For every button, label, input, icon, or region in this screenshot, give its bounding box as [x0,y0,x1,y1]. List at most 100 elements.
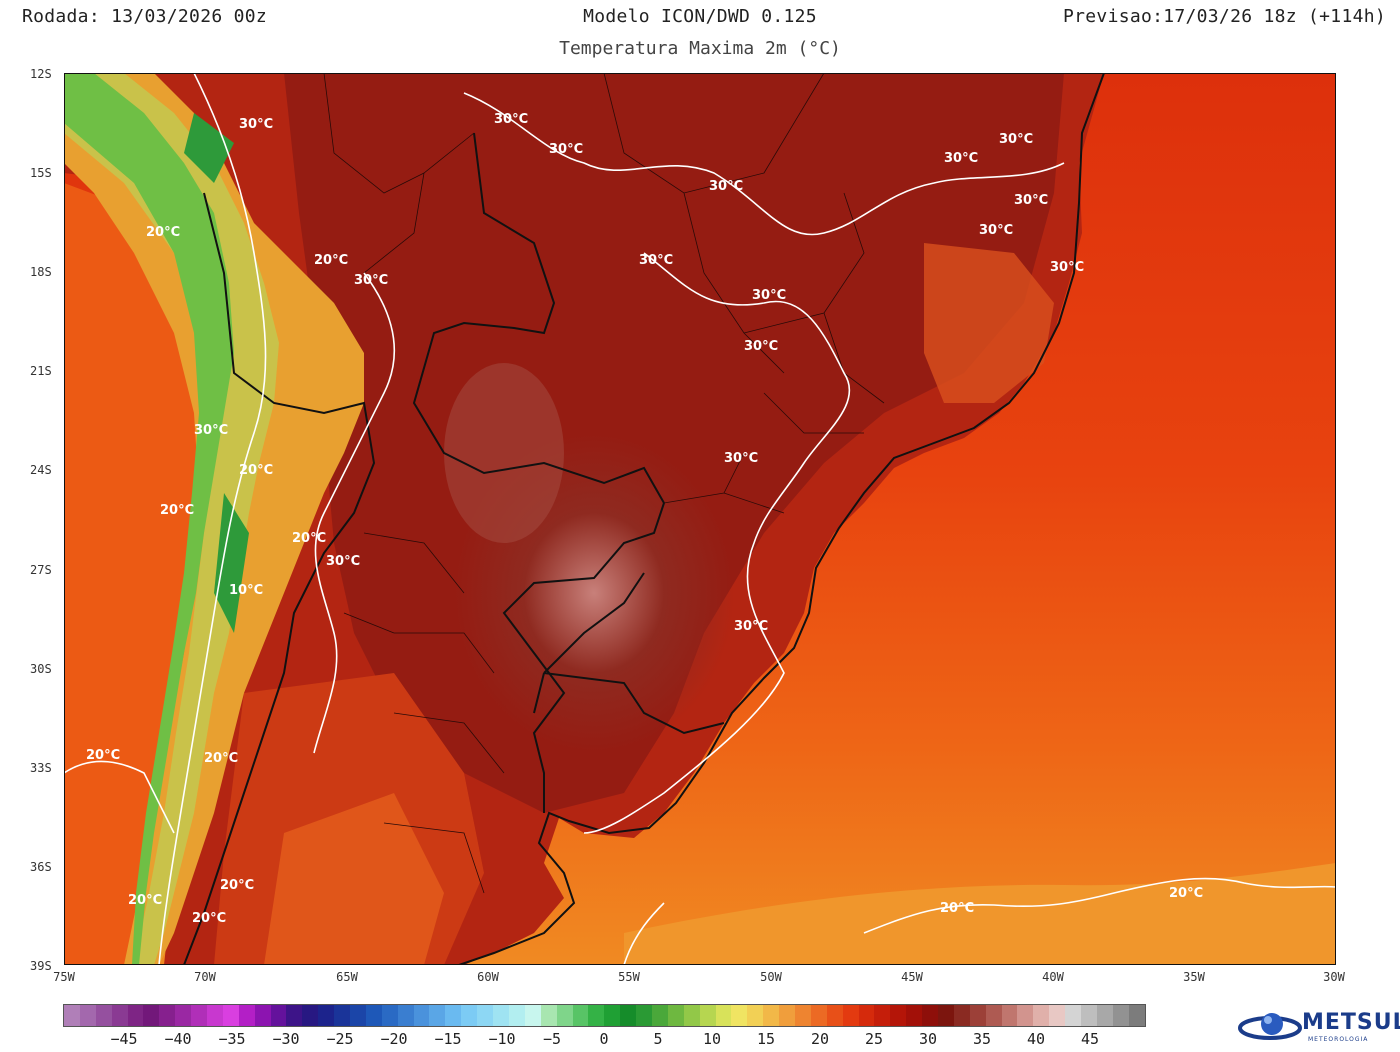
isotherm-label-20-g: 20°C [204,751,238,766]
isotherm-label-20-h: 20°C [220,878,254,893]
colorbar-swatch [1081,1005,1097,1026]
colorbar-swatch [397,1005,414,1026]
colorbar-label: 5 [653,1030,663,1048]
isotherm-label-30-p: 30°C [326,554,360,569]
isotherm-label-30-m: 30°C [744,339,778,354]
colorbar-swatch [651,1005,668,1026]
colorbar-swatch [763,1005,780,1026]
run-time-label: Rodada: 13/03/2026 00z [22,6,268,27]
isotherm-label-30-j: 30°C [639,253,673,268]
colorbar-swatch [890,1005,907,1026]
logo-wordmark: METSUL [1302,1010,1400,1035]
colorbar-label: −25 [326,1030,354,1048]
isotherm-label-20-c: 20°C [239,463,273,478]
colorbar-label: 0 [599,1030,609,1048]
colorbar-swatch [731,1005,748,1026]
colorbar-swatch [79,1005,96,1026]
colorbar-swatch [445,1005,462,1026]
colorbar-label: 15 [756,1030,776,1048]
colorbar-swatch [318,1005,335,1026]
colorbar-label: 20 [810,1030,830,1048]
colorbar-swatch [683,1005,700,1026]
colorbar-swatch [508,1005,525,1026]
patagonia-warm-zone [264,793,444,965]
colorbar-swatch [937,1005,954,1026]
colorbar-swatch [1096,1005,1113,1026]
colorbar-swatch [874,1005,891,1026]
temperature-map: 30°C 30°C 30°C 30°C 30°C 30°C 30°C 30°C … [64,73,1336,965]
variable-subtitle: Temperatura Maxima 2m (°C) [559,38,841,59]
colorbar-swatch [636,1005,652,1026]
colorbar-swatch [127,1005,144,1026]
national-borders-east [412,132,666,813]
colorbar-label: 35 [972,1030,992,1048]
colorbar-label: 10 [702,1030,722,1048]
lat-label-12s: 12S [30,67,52,81]
colorbar-swatch [493,1005,509,1026]
isotherm-20-andes [158,73,267,965]
colorbar-swatch [858,1005,875,1026]
isotherm-label-30-l: 30°C [354,273,388,288]
colorbar-swatch [556,1005,573,1026]
colorbar-label: 40 [1026,1030,1046,1048]
globe-icon [1238,1013,1302,1040]
lat-label-24s: 24S [30,463,52,477]
national-borders-west [183,192,376,965]
colorbar-swatch [413,1005,430,1026]
colorbar-swatch [699,1005,716,1026]
colorbar-swatch [985,1005,1002,1026]
isotherm-20-pacific [64,760,175,834]
colorbar-swatch [842,1005,859,1026]
isotherm-label-20-j: 20°C [192,911,226,926]
colorbar-swatch [826,1005,843,1026]
isotherm-label-20-k: 20°C [940,901,974,916]
lat-label-36s: 36S [30,860,52,874]
lon-label-30w: 30W [1323,970,1345,984]
colorbar-label: −30 [272,1030,300,1048]
isotherm-label-30-i: 30°C [1050,260,1084,275]
colorbar-swatch [810,1005,827,1026]
lon-label-60w: 60W [477,970,499,984]
isotherm-label-20-e: 20°C [292,531,326,546]
colorbar-swatch [270,1005,287,1026]
logo-subtitle: METEOROLOGIA [1308,1036,1369,1043]
isotherm-label-30-h: 30°C [979,223,1013,238]
isotherm-30-interior [583,252,851,834]
lon-label-45w: 45W [901,970,923,984]
model-title: Modelo ICON/DWD 0.125 [583,6,817,27]
colorbar-swatch [429,1005,446,1026]
colorbar-label: −40 [164,1030,192,1048]
colorbar-swatch [906,1005,923,1026]
isotherm-label-20-i: 20°C [128,893,162,908]
colorbar-swatch [191,1005,208,1026]
heat-core-north [444,363,564,543]
colorbar-swatch [365,1005,382,1026]
isotherm-label-30-k: 30°C [752,288,786,303]
isotherm-label-30-b: 30°C [494,112,528,127]
isotherm-label-20-b: 20°C [314,253,348,268]
colorbar-swatch [747,1005,764,1026]
isotherm-label-30-g: 30°C [1014,193,1048,208]
isotherm-label-30-a: 30°C [239,117,273,132]
temperature-colorbar [63,1004,1146,1027]
lon-label-55w: 55W [618,970,640,984]
colorbar-swatch [540,1005,557,1026]
forecast-time-label: Previsao:17/03/26 18z (+114h) [1063,6,1386,27]
lat-label-21s: 21S [30,364,52,378]
colorbar-swatch [111,1005,128,1026]
andes-cold-peaks [64,73,234,965]
colorbar-swatch [588,1005,605,1026]
southeast-highlands-zone [924,243,1054,403]
colorbar-label: 30 [918,1030,938,1048]
lat-label-30s: 30S [30,662,52,676]
lat-label-15s: 15S [30,166,52,180]
colorbar-label: 25 [864,1030,884,1048]
colorbar-swatch [572,1005,589,1026]
south-ocean-cool-zone [624,863,1336,965]
colorbar-swatch [143,1005,160,1026]
colorbar-swatch [222,1005,239,1026]
colorbar-swatch [620,1005,637,1026]
isotherm-30-north [463,92,1065,236]
colorbar-swatch [524,1005,541,1026]
isotherm-label-30-n: 30°C [724,451,758,466]
